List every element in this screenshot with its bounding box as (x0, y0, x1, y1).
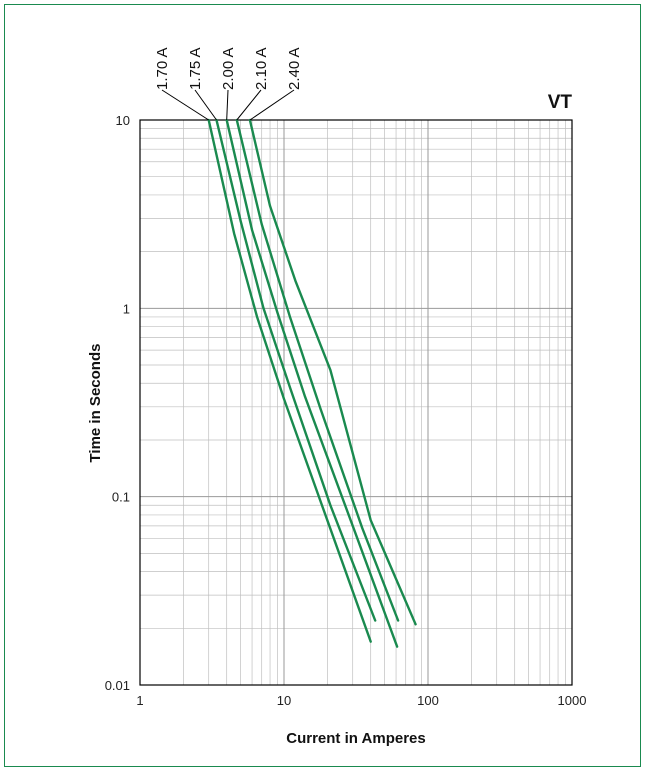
series-leader-line (194, 89, 217, 121)
series-line-2 (215, 118, 377, 622)
series-leader-line (236, 89, 262, 121)
y-tick-label: 0.01 (105, 678, 130, 693)
series-label: 2.10 A (253, 47, 270, 90)
series-leader-line (226, 89, 229, 121)
plot-border (139, 119, 573, 686)
y-tick-label: 1 (123, 301, 130, 316)
series-label: 2.00 A (220, 47, 237, 90)
series-label: 1.75 A (187, 47, 204, 90)
series-lines (207, 118, 417, 648)
x-tick-label: 1000 (558, 693, 587, 708)
y-tick-label: 0.1 (112, 490, 130, 505)
chart-frame (4, 4, 641, 767)
x-axis-title: Current in Amperes (286, 730, 425, 747)
series-label: 2.40 A (286, 47, 303, 90)
x-tick-label: 100 (417, 693, 439, 708)
chart-title: VT (548, 92, 573, 113)
x-tick-label: 1 (136, 693, 143, 708)
y-axis-title: Time in Seconds (87, 344, 104, 463)
tick-labels: 1 10 100 1000 0.01 0.1 1 10 (105, 113, 587, 708)
series-line-5 (248, 118, 417, 626)
series-line-3 (225, 118, 399, 648)
series-line-1 (207, 118, 372, 643)
series-label: 1.70 A (154, 47, 171, 90)
y-tick-label: 10 (116, 113, 130, 128)
series-leader-line (249, 89, 295, 121)
x-tick-label: 10 (277, 693, 291, 708)
series-line-4 (235, 118, 400, 622)
series-labels: 1.70 A 1.75 A 2.00 A 2.10 A 2.40 A (154, 47, 303, 121)
grid-minor (140, 120, 572, 685)
series-leader-line (161, 89, 209, 121)
